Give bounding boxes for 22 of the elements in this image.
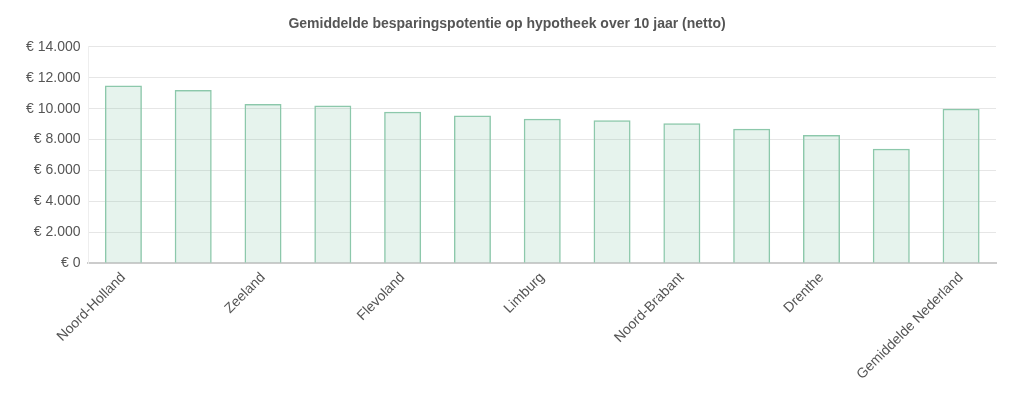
bar — [802, 134, 840, 263]
bar — [453, 115, 491, 263]
y-tick-label: € 14.000 — [26, 37, 81, 54]
bar — [244, 104, 282, 263]
y-tick-label: € 0 — [61, 254, 81, 271]
y-tick-label: € 8.000 — [33, 130, 81, 147]
y-tick-label: € 12.000 — [26, 68, 81, 85]
bar — [663, 123, 701, 263]
bar — [942, 108, 980, 263]
y-tick-label: € 4.000 — [33, 192, 81, 209]
bar — [104, 85, 142, 263]
bar — [384, 111, 422, 263]
chart-title: Gemiddelde besparingspotentie op hypotheek over 10 jaar (netto) — [288, 15, 726, 32]
bar — [174, 90, 212, 263]
bar — [733, 128, 771, 263]
y-tick-label: € 6.000 — [33, 161, 81, 178]
bar — [593, 120, 631, 263]
y-tick-label: € 10.000 — [26, 99, 81, 116]
bar — [314, 105, 352, 263]
bar — [872, 148, 910, 263]
bar — [523, 118, 561, 263]
y-tick-label: € 2.000 — [33, 223, 81, 240]
